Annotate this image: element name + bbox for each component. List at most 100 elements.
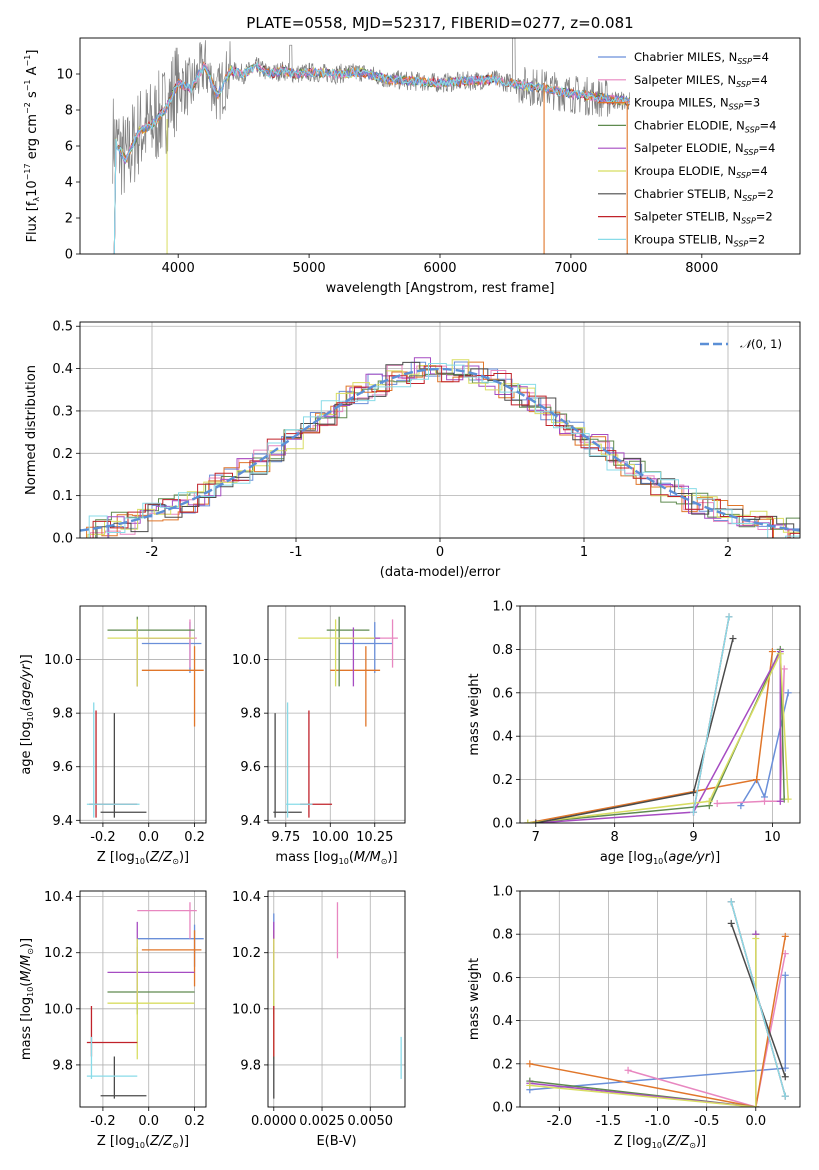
weight-vs-Z-y-label-part: mass weight — [467, 958, 482, 1040]
mass-vs-EBV-x-label-part: E(B-V) — [316, 1134, 356, 1149]
spectrum-y-tick-label: 6 — [65, 140, 73, 155]
legend-entry-label-part: SSP — [742, 194, 757, 203]
legend-entry-label: Salpeter MILES, NSSP=4 — [634, 73, 768, 89]
mass-weight-line — [529, 936, 787, 1107]
weight-vs-Z-x-label-part: ( — [662, 1134, 667, 1149]
residuals-plot-area — [80, 357, 800, 538]
observed-spectrum-line — [112, 38, 630, 195]
spectrum-y-label-part: erg cm — [25, 114, 40, 163]
weight-vs-age-x-tick-label: 7 — [532, 830, 540, 845]
legend-entry-label-part: SSP — [737, 57, 752, 66]
legend-entry-label-part: Kroupa MILES, N — [634, 96, 729, 110]
mass-vs-Z-y-label: mass [log10(M/M⊙)] — [19, 938, 35, 1060]
mass-weight-line — [692, 616, 730, 813]
legend-entry-label-part: =4 — [760, 118, 777, 132]
age-vs-Z-x-tick-label: -0.2 — [90, 830, 115, 845]
mass-vs-EBV-panel: 0.0000 0.0025 0.0050 9.8 10.0 10.2 10.4 E(B-V) — [232, 890, 406, 1149]
spectrum-y-label-part: ] — [25, 50, 40, 55]
age-vs-Z-x-label-part: )] — [179, 850, 189, 865]
age-vs-Z-y-label-part: 10 — [26, 711, 35, 721]
axes-frame — [267, 890, 406, 1108]
weight-vs-Z-x-tick-label: -2.0 — [547, 1114, 572, 1129]
spectrum-y-tick-label: 0 — [65, 248, 73, 263]
weight-vs-Z-x-label-part: Z [log — [614, 1134, 652, 1149]
mass-vs-EBV-y-tick-label: 9.8 — [240, 1058, 261, 1073]
legend-entry-label-part: Chabrier STELIB, N — [634, 187, 742, 201]
mass-vs-Z-y-label-part: mass [log — [19, 997, 34, 1060]
legend-entry-label-part: Salpeter ELODIE, N — [634, 141, 744, 155]
residuals-x-tick-label: 2 — [724, 545, 732, 560]
normal-distribution-curve — [80, 367, 800, 532]
age-vs-mass-panel: 9.75 10.00 10.25 9.4 9.6 9.8 10.0 mass [log10(M… — [232, 605, 406, 866]
mass-vs-Z-x-tick-label: 0.2 — [184, 1114, 205, 1129]
weight-vs-age-y-tick-label: 0.4 — [492, 730, 513, 745]
axes-frame — [79, 321, 801, 539]
residual-histogram-step — [80, 363, 800, 538]
age-vs-Z-x-label-part: Z [log — [97, 850, 135, 865]
legend-entry-label-part: SSP — [741, 217, 756, 226]
residuals-x-tick-label: -1 — [290, 545, 303, 560]
mass-vs-Z-panel: -0.2 0.0 0.29.810.010.210.4Z [log10(Z/Z⊙)]… — [19, 890, 207, 1150]
age-vs-mass-x-label-part: )] — [387, 850, 397, 865]
axes-frame — [79, 605, 207, 824]
mass-vs-Z-x-tick-label: -0.2 — [90, 1114, 115, 1129]
age-vs-Z-y-tick-label: 9.6 — [52, 760, 73, 775]
legend-entry-label-part: SSP — [745, 125, 760, 134]
mass-vs-Z-x-label-part: )] — [179, 1134, 189, 1149]
age-vs-mass-x-label-part: M/M — [354, 850, 381, 865]
weight-vs-Z-x-label-part: Z/Z — [666, 1134, 690, 1149]
residuals-y-tick-label: 0.2 — [52, 447, 73, 462]
residuals-y-tick-label: 0.3 — [52, 404, 73, 419]
legend-entry-label-part: =2 — [756, 210, 773, 224]
residuals-x-tick-label: 0 — [436, 545, 444, 560]
age-vs-Z-x-label-part: Z/Z — [149, 850, 173, 865]
spectrum-y-label-part: 10 — [25, 180, 40, 197]
age-vs-mass-x-label-part: ( — [349, 850, 354, 865]
mass-vs-EBV-plot-area — [273, 902, 402, 1099]
residuals-x-label: (data-model)/error — [380, 565, 501, 580]
legend-entry-label: Chabrier STELIB, NSSP=2 — [634, 187, 774, 203]
spectrum-x-tick-label: 4000 — [162, 261, 195, 276]
weight-vs-age-y-label: mass weight — [467, 673, 482, 755]
legend-entry-label: Chabrier ELODIE, NSSP=4 — [634, 118, 776, 134]
age-vs-Z-y-label-part: age [log — [19, 721, 34, 774]
legend-entry-label-part: =2 — [757, 187, 774, 201]
weight-vs-Z-y-tick-label: 0.6 — [492, 971, 513, 986]
spectrum-x-tick-label: 7000 — [554, 261, 587, 276]
mass-vs-Z-y-label-part: ( — [19, 982, 34, 987]
age-vs-Z-x-tick-label: 0.0 — [138, 830, 159, 845]
mass-weight-line — [527, 653, 789, 823]
residuals-y-tick-label: 0.1 — [52, 489, 73, 504]
spectrum-y-label-part: λ — [32, 197, 41, 202]
mass-weight-line — [730, 901, 787, 1097]
spectrum-x-tick-label: 6000 — [423, 261, 456, 276]
mass-weight-line — [527, 651, 774, 823]
residuals-y-label-part: Normed distribution — [24, 365, 39, 495]
spectrum-title: PLATE=0558, MJD=52317, FIBERID=0277, z=0… — [246, 14, 633, 32]
weight-vs-Z-y-tick-label: 0.2 — [492, 1057, 513, 1072]
mass-vs-EBV-x-tick-label: 0.0000 — [251, 1114, 297, 1129]
weight-vs-Z-x-tick-label: -0.5 — [694, 1114, 719, 1129]
age-vs-mass-y-tick-label: 9.6 — [240, 760, 261, 775]
weight-vs-age-x-label-part: age [log — [600, 850, 653, 865]
spectrum-y-label-part: Flux [f — [25, 201, 40, 242]
weight-vs-age-x-tick-label: 9 — [689, 830, 697, 845]
weight-vs-Z-x-tick-label: -1.0 — [645, 1114, 670, 1129]
weight-vs-Z-x-label: Z [log10(Z/Z⊙)] — [614, 1134, 706, 1150]
weight-vs-Z-x-label-part: 10 — [652, 1141, 662, 1150]
legend-entry-label: Chabrier MILES, NSSP=4 — [634, 50, 769, 66]
age-vs-mass-x-tick-label: 10.00 — [312, 830, 349, 845]
mass-vs-Z-x-label: Z [log10(Z/Z⊙)] — [97, 1134, 189, 1150]
spectrum-y-label-part: −2 — [23, 102, 32, 114]
mass-vs-EBV-x-tick-label: 0.0025 — [299, 1114, 345, 1129]
age-vs-Z-y-label-part: age/yr — [19, 663, 34, 706]
age-vs-Z-x-label: Z [log10(Z/Z⊙)] — [97, 850, 189, 866]
mass-weight-line — [535, 651, 782, 823]
mass-weight-line — [740, 692, 789, 806]
mass-vs-EBV-x-tick-label: 0.0050 — [348, 1114, 394, 1129]
weight-vs-Z-y-label: mass weight — [467, 958, 482, 1040]
legend-entry-label-part: SSP — [734, 239, 749, 248]
residuals-x-tick-label: -2 — [146, 545, 159, 560]
